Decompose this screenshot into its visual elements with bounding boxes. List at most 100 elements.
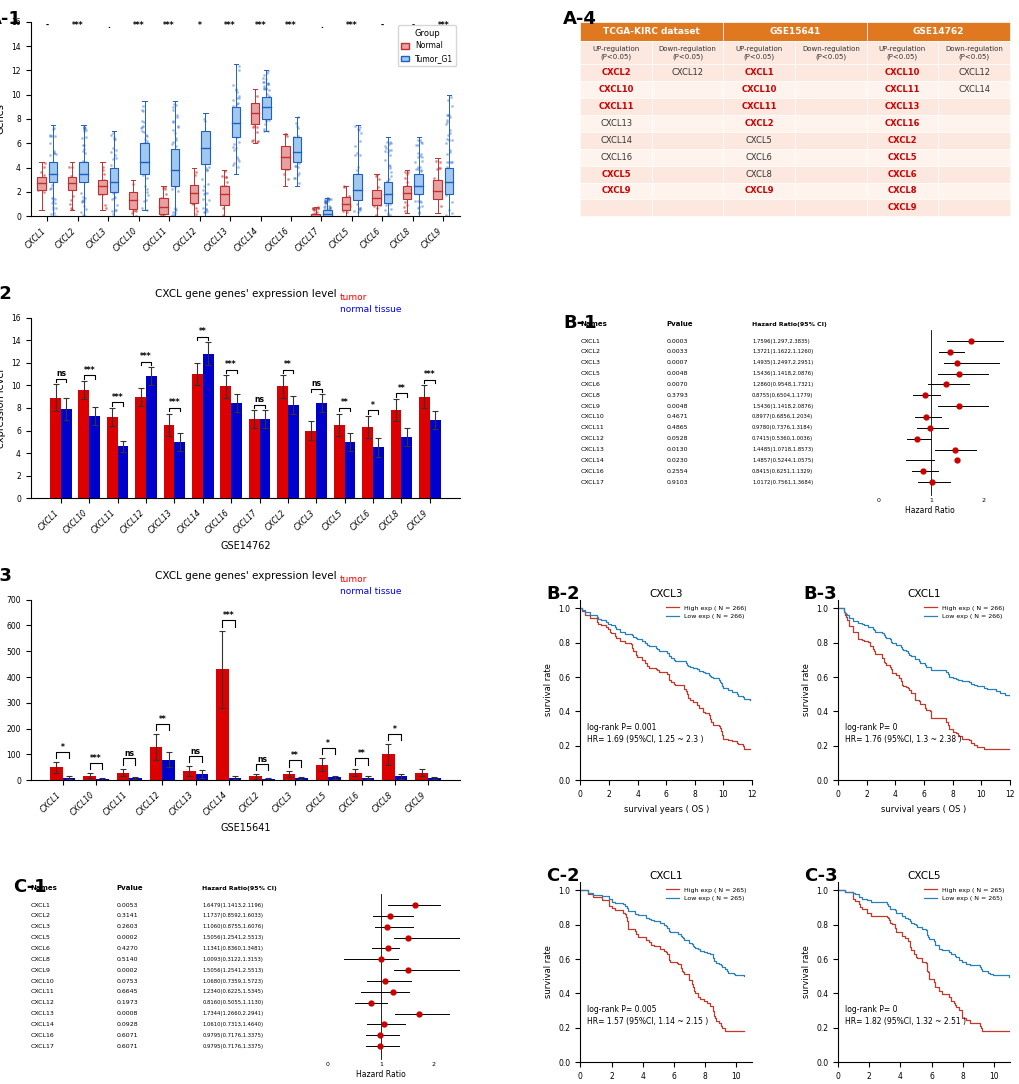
Point [136,134,152,152]
FancyBboxPatch shape [79,162,88,182]
Point [76,197,93,215]
Text: Hazard Ratio(95% CI): Hazard Ratio(95% CI) [202,886,277,891]
Point [396,203,413,220]
Point [365,197,381,215]
Text: 1.5436(1.1418,2.0876): 1.5436(1.1418,2.0876) [751,371,812,376]
X-axis label: GSE14762: GSE14762 [220,541,270,551]
Text: *: * [392,725,396,734]
Point [440,153,457,170]
Text: ***: *** [72,22,84,30]
Text: CXCL14: CXCL14 [957,86,989,94]
Point [320,204,336,221]
Point [411,185,427,203]
Low exp ( N = 265) [1003,971,1015,984]
Point [321,199,337,217]
Point [104,190,120,207]
Point [381,207,397,224]
Text: CXCL2: CXCL2 [31,914,51,918]
Text: CXCL16: CXCL16 [580,468,603,474]
Text: 0.0053: 0.0053 [116,903,138,907]
Point [217,168,233,185]
Point [158,203,174,220]
Bar [259,420,270,499]
Text: .: . [107,22,110,30]
High exp ( N = 265) [903,937,915,950]
Point [257,116,273,133]
Bar [116,773,129,780]
Point [230,88,247,105]
Text: ***: *** [140,352,152,361]
Point [399,164,416,181]
FancyBboxPatch shape [251,103,259,124]
Point [106,168,122,185]
Text: **: ** [340,399,348,408]
Point [95,158,111,176]
Point [74,153,91,170]
Point [105,184,121,202]
Text: CXCL12: CXCL12 [31,1001,54,1005]
Point [261,104,277,121]
Point [382,164,398,181]
Point [78,153,95,170]
Point [94,172,110,190]
Point [138,147,154,165]
Point [136,114,152,131]
FancyBboxPatch shape [722,166,794,182]
Point [201,159,217,177]
Text: -: - [46,22,49,30]
Text: ***: *** [163,22,175,30]
Point [380,205,396,222]
Point [352,146,368,164]
Point [431,159,447,177]
Point [409,149,425,166]
Point [319,202,335,219]
Point [381,156,397,173]
FancyBboxPatch shape [141,143,149,173]
Text: CXCL14: CXCL14 [31,1022,54,1027]
Text: C-1: C-1 [13,878,47,896]
Point [290,147,307,165]
Point [217,162,233,179]
FancyBboxPatch shape [580,64,651,81]
Point [105,170,121,188]
Point [291,152,308,169]
Point [255,106,271,124]
FancyBboxPatch shape [580,199,651,217]
X-axis label: survival years ( OS ): survival years ( OS ) [880,804,966,814]
Point [135,102,151,119]
Text: CXCL16: CXCL16 [883,119,919,128]
Text: 1: 1 [928,499,932,503]
Point [228,95,245,113]
Point [64,158,81,176]
Point [440,91,457,108]
Point [95,185,111,203]
Point [199,184,215,202]
Point [97,196,113,214]
FancyBboxPatch shape [651,132,722,149]
Point [44,128,60,145]
Text: -: - [411,22,414,30]
Point [320,205,336,222]
Text: CXCL11: CXCL11 [580,425,603,430]
Text: 0.0048: 0.0048 [665,403,687,409]
Text: 0.9103: 0.9103 [665,479,687,485]
Low exp ( N = 265) [963,959,975,972]
Text: *: * [61,743,64,752]
Point [287,142,304,159]
Bar [390,410,401,499]
FancyBboxPatch shape [866,41,937,64]
Point [377,142,393,159]
Point [348,183,365,201]
Point [383,167,399,184]
Point [65,175,82,192]
Point [139,169,155,186]
Point [107,163,123,180]
Point [335,203,352,220]
Bar [401,437,412,499]
Point [382,201,398,218]
Point [47,208,63,225]
FancyBboxPatch shape [580,166,651,182]
Point [106,146,122,164]
Point [246,99,262,116]
Point [165,155,181,172]
